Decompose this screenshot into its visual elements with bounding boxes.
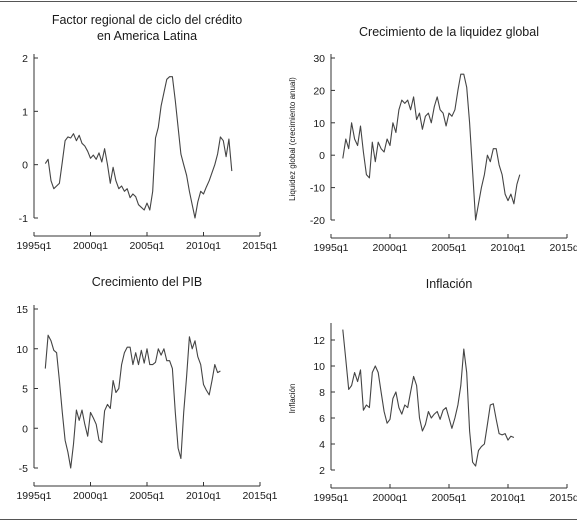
y-tick-label: 5 [22,384,28,396]
x-tick-label: 1995q1 [313,242,348,254]
series-line [44,76,233,219]
y-tick-label: 15 [16,304,28,316]
x-tick-label: 2010q1 [186,240,221,252]
x-tick-label: 2015q1 [549,492,577,504]
x-tick-label: 2000q1 [73,490,108,502]
x-tick-label: 2005q1 [431,242,466,254]
y-tick-label: 10 [16,344,28,356]
y-tick-label: -10 [310,183,325,195]
series-line [342,73,521,221]
x-tick-label: 2010q1 [490,492,525,504]
y-tick-label: -1 [19,213,28,225]
top-rule [0,1,577,2]
y-tick-label: 12 [313,335,325,347]
x-tick-label: 2010q1 [186,490,221,502]
x-tick-label: 2015q1 [242,240,277,252]
x-tick-label: 2010q1 [490,242,525,254]
chart-title: Inflación [426,277,473,291]
series-line [44,334,221,469]
x-tick-label: 2005q1 [129,490,164,502]
chart-title: Factor regional de ciclo del crédito [52,13,242,27]
y-axis-title: Inflación [288,384,297,414]
chart-title: en America Latina [97,29,197,43]
chart-panel-1: Factor regional de ciclo del crédito en A… [16,13,277,252]
chart-title: Crecimiento del PIB [92,275,202,289]
y-tick-label: 10 [313,118,325,130]
x-tick-label: 2000q1 [372,242,407,254]
y-tick-label: 0 [22,423,28,435]
x-tick-label: 2000q1 [372,492,407,504]
x-tick-label: 2000q1 [73,240,108,252]
chart-panel-2: Crecimiento de la liquidez global -20 -10 0… [288,25,577,254]
x-tick-label: 1995q1 [16,490,51,502]
y-tick-label: -5 [19,463,28,475]
x-tick-label: 2015q1 [549,242,577,254]
y-tick-label: 10 [313,361,325,373]
y-tick-label: 30 [313,53,325,65]
y-tick-label: 2 [319,465,325,477]
chart-title: Crecimiento de la liquidez global [359,25,539,39]
y-tick-label: 0 [319,150,325,162]
y-tick-label: 6 [319,413,325,425]
chart-panel-4: Inflación 2 4 6 8 10 12 1995q1 2000q1 2005q1 2010q… [288,277,577,504]
x-tick-label: 2005q1 [129,240,164,252]
y-tick-label: 20 [313,85,325,97]
series-line [342,329,515,467]
x-tick-label: 1995q1 [313,492,348,504]
y-tick-label: 2 [22,53,28,65]
x-tick-label: 1995q1 [16,240,51,252]
bottom-rule [0,519,577,520]
y-tick-label: 4 [319,439,325,451]
x-tick-label: 2005q1 [431,492,466,504]
y-tick-label: 8 [319,387,325,399]
y-tick-label: 0 [22,160,28,172]
y-tick-label: 1 [22,106,28,118]
y-axis-title: Liquidez global (crecimiento anual) [288,77,297,201]
x-tick-label: 2015q1 [242,490,277,502]
y-tick-label: -20 [310,215,325,227]
chart-panel-3: Crecimiento del PIB -5 0 5 10 15 1995q1 2000q1 2… [16,275,277,502]
